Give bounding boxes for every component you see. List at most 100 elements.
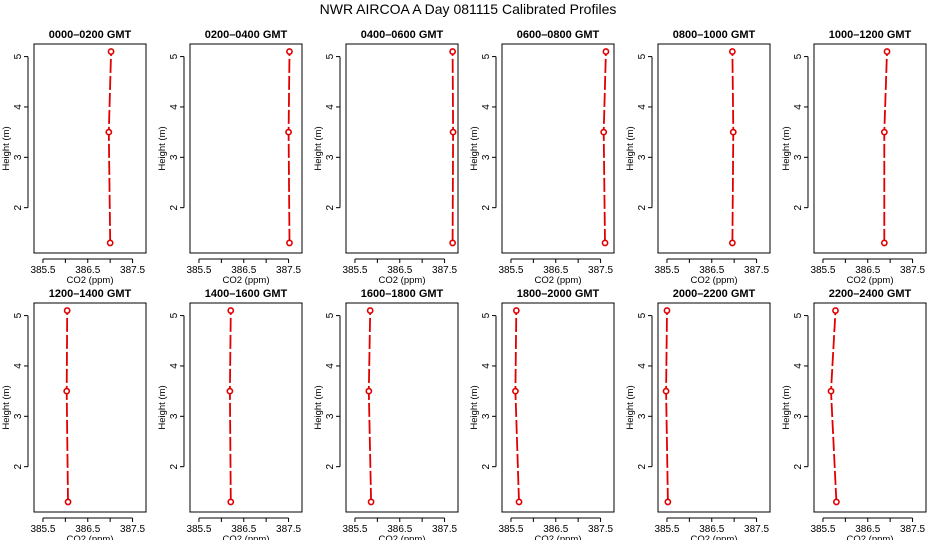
profile-point (601, 239, 609, 247)
profile-line (287, 51, 291, 243)
x-tick-label: 386.5 (231, 265, 256, 276)
y-axis-label: Height (m) (313, 385, 324, 429)
y-tick-label: 2 (637, 204, 648, 210)
y-tick-label: 5 (637, 312, 648, 318)
y-axis-label: Height (m) (625, 126, 636, 170)
panel-title: 2200–2400 GMT (829, 288, 912, 300)
profile-point (883, 48, 891, 55)
profile-point (728, 239, 736, 247)
profile-point (449, 48, 457, 55)
x-tick-label: 387.5 (276, 524, 301, 535)
plot-frame (189, 302, 303, 513)
y-tick-label: 2 (637, 463, 648, 469)
x-tick-label: 385.5 (654, 524, 679, 535)
panel-title: 1400–1600 GMT (205, 288, 288, 300)
plot-frame (345, 302, 459, 513)
x-tick-label: 385.5 (498, 524, 523, 535)
profile-point (663, 307, 671, 314)
x-tick-label: 385.5 (654, 265, 679, 276)
x-tick-label: 387.5 (588, 265, 613, 276)
x-tick-label: 387.5 (120, 265, 145, 276)
panel-6: 1000–1200 GMT 385.5 386.5 387.5 CO2 (ppm) 2 3 4… (781, 29, 927, 286)
y-tick-label: 5 (169, 312, 180, 318)
y-tick-label: 5 (793, 53, 804, 59)
profile-line (883, 51, 888, 243)
x-tick-label: 385.5 (342, 265, 367, 276)
y-tick-label: 2 (325, 463, 336, 469)
profile-point (63, 387, 71, 395)
panel-title: 0600–0800 GMT (517, 29, 600, 41)
x-tick-label: 386.5 (387, 524, 412, 535)
y-tick-label: 5 (169, 53, 180, 59)
panel-title: 0200–0400 GMT (205, 29, 288, 41)
x-axis-label: CO2 (ppm) (691, 275, 738, 286)
plot-frame (813, 302, 927, 513)
x-tick-label: 385.5 (30, 265, 55, 276)
x-axis-label: CO2 (ppm) (847, 534, 894, 540)
profile-point (449, 128, 457, 136)
x-axis-label: CO2 (ppm) (67, 275, 114, 286)
x-tick-label: 387.5 (744, 265, 769, 276)
profile-point (366, 307, 374, 314)
y-tick-label: 3 (481, 154, 492, 160)
y-tick-label: 3 (481, 413, 492, 419)
y-tick-label: 5 (325, 53, 336, 59)
y-tick-label: 4 (637, 363, 648, 369)
profile-point (226, 387, 234, 395)
plot-frame (501, 302, 615, 513)
x-axis-label: CO2 (ppm) (535, 534, 582, 540)
profile-line (451, 51, 455, 243)
panel-10: 1800–2000 GMT 385.5 386.5 387.5 CO2 (ppm) 2 3 4… (469, 288, 615, 540)
x-tick-label: 386.5 (855, 524, 880, 535)
plot-frame (345, 43, 459, 254)
y-tick-label: 2 (169, 463, 180, 469)
profile-line (107, 51, 112, 243)
y-axis-label: Height (m) (625, 385, 636, 429)
profile-point (600, 128, 608, 136)
profile-line (65, 310, 69, 502)
x-tick-label: 386.5 (75, 524, 100, 535)
y-axis-label: Height (m) (313, 126, 324, 170)
profile-point (832, 307, 839, 314)
panel-title: 0400–0600 GMT (361, 29, 444, 41)
y-tick-label: 5 (793, 312, 804, 318)
panel-7: 1200–1400 GMT 385.5 386.5 387.5 CO2 (ppm) 2 3 4… (1, 288, 147, 540)
profile-point (107, 48, 115, 55)
y-tick-label: 3 (13, 154, 24, 160)
panel-title: 1600–1800 GMT (361, 288, 444, 300)
profile-line (665, 310, 669, 502)
y-tick-label: 4 (637, 104, 648, 110)
profile-point (285, 128, 292, 136)
x-axis-label: CO2 (ppm) (847, 275, 894, 286)
profile-point (367, 498, 375, 506)
profile-point (365, 387, 373, 395)
x-tick-label: 387.5 (744, 524, 769, 535)
panel-5: 0800–1000 GMT 385.5 386.5 387.5 CO2 (ppm) 2 3 4… (625, 29, 771, 286)
profile-point (227, 307, 235, 314)
profile-point (728, 48, 736, 55)
y-tick-label: 4 (169, 363, 180, 369)
y-tick-label: 4 (793, 363, 804, 369)
y-tick-label: 4 (325, 104, 336, 110)
x-tick-label: 387.5 (432, 265, 457, 276)
x-tick-label: 386.5 (699, 265, 724, 276)
y-axis-label: Height (m) (1, 385, 12, 429)
y-tick-label: 3 (13, 413, 24, 419)
x-tick-label: 387.5 (276, 265, 301, 276)
y-tick-label: 2 (169, 204, 180, 210)
profile-line (602, 51, 607, 243)
plot-frame (657, 302, 771, 513)
x-tick-label: 385.5 (810, 265, 835, 276)
y-tick-label: 3 (637, 413, 648, 419)
profile-point (286, 48, 293, 55)
profile-point (286, 239, 293, 247)
x-tick-label: 386.5 (543, 265, 568, 276)
plot-frame (501, 43, 615, 254)
profile-point (512, 387, 519, 395)
profile-point (729, 128, 737, 136)
x-tick-label: 386.5 (855, 265, 880, 276)
x-axis-label: CO2 (ppm) (535, 275, 582, 286)
y-tick-label: 4 (13, 104, 24, 110)
figure-title: NWR AIRCOA A Day 081115 Calibrated Profi… (320, 1, 617, 17)
profile-line (228, 310, 232, 502)
